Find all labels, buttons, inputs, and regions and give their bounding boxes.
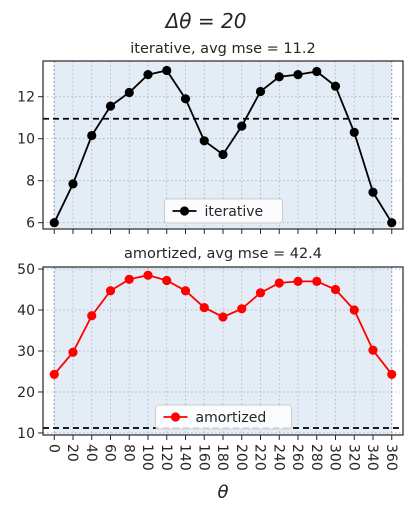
x-tick-label: 320 <box>345 444 361 471</box>
data-point <box>255 288 266 298</box>
data-point <box>293 276 303 286</box>
data-point <box>330 284 341 295</box>
y-tick-label: 10 <box>17 426 35 442</box>
y-tick-label: 8 <box>26 174 35 190</box>
data-point <box>274 278 284 288</box>
x-tick-label: 240 <box>270 444 286 471</box>
data-point <box>237 304 247 314</box>
legend-label: iterative <box>205 204 264 220</box>
legend-box <box>164 198 283 224</box>
legend-marker <box>170 412 181 422</box>
x-tick-label: 280 <box>308 444 324 471</box>
y-tick-label: 10 <box>17 132 35 148</box>
x-axis-label: θ <box>217 482 228 503</box>
data-point <box>199 136 209 146</box>
data-point <box>180 286 191 296</box>
data-point <box>255 86 266 97</box>
data-point <box>49 218 59 228</box>
y-tick-label: 20 <box>17 385 35 401</box>
data-point <box>87 311 97 321</box>
legend-marker <box>179 206 190 216</box>
figure-suptitle: Δθ = 20 <box>164 9 247 33</box>
x-tick-label: 180 <box>214 444 230 471</box>
x-tick-label: 340 <box>364 444 380 471</box>
x-tick-label: 300 <box>327 444 343 471</box>
data-point <box>87 130 97 141</box>
data-point <box>68 347 78 357</box>
data-point <box>143 70 153 80</box>
data-point <box>105 286 116 296</box>
x-tick-label: 140 <box>177 444 193 471</box>
data-point <box>349 127 359 137</box>
data-point <box>218 149 228 160</box>
y-tick-label: 40 <box>17 303 35 319</box>
data-point <box>312 276 322 286</box>
data-point <box>237 121 247 131</box>
y-tick-label: 50 <box>17 262 35 278</box>
data-point <box>162 65 172 76</box>
data-point <box>105 101 116 111</box>
data-point <box>387 369 397 379</box>
x-tick-label: 260 <box>289 444 305 471</box>
chart-panel-iterative: iterative, avg mse = 11.2 6 8 10 12 iterative <box>17 41 404 234</box>
data-point <box>180 94 191 104</box>
data-point <box>68 179 78 189</box>
data-point <box>368 187 378 197</box>
legend-label: amortized <box>196 410 267 426</box>
x-tick-label: 200 <box>233 444 249 471</box>
x-tick-label: 360 <box>383 444 399 471</box>
data-point <box>368 345 378 355</box>
panel-title: iterative, avg mse = 11.2 <box>130 41 315 57</box>
y-tick-label: 6 <box>26 216 35 232</box>
data-point <box>49 369 59 379</box>
data-point <box>349 305 359 315</box>
data-point <box>143 270 153 280</box>
data-point <box>218 312 228 322</box>
data-point <box>124 274 134 284</box>
x-tick-label: 220 <box>252 444 268 471</box>
data-point <box>312 66 322 77</box>
x-tick-label: 80 <box>120 444 136 462</box>
x-tick-label: 60 <box>102 444 118 462</box>
y-tick-label: 30 <box>17 344 35 360</box>
x-tick-label: 0 <box>45 444 61 453</box>
data-point <box>124 87 134 98</box>
panel-title: amortized, avg mse = 42.4 <box>124 246 322 262</box>
data-point <box>387 218 397 228</box>
x-tick-label: 100 <box>139 444 155 471</box>
x-tick-label: 160 <box>195 444 211 471</box>
data-point <box>330 81 341 91</box>
x-tick-label: 20 <box>64 444 80 462</box>
x-tick-label: 120 <box>158 444 174 471</box>
data-point <box>162 275 172 286</box>
x-tick-label: 40 <box>83 444 99 462</box>
legend-box <box>155 404 292 430</box>
data-point <box>274 72 284 82</box>
data-point <box>199 302 209 313</box>
data-point <box>293 70 303 80</box>
y-tick-label: 12 <box>17 90 35 106</box>
